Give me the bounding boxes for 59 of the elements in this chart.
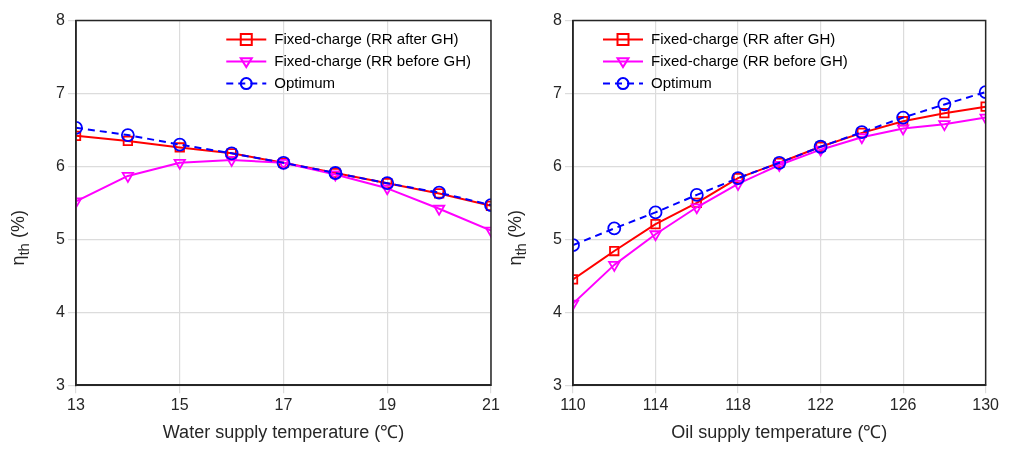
point — [649, 230, 662, 242]
point — [607, 221, 622, 236]
legend-label: Optimum — [651, 73, 712, 91]
legend-label: Fixed-charge (RR before GH) — [651, 51, 848, 69]
point — [122, 135, 134, 147]
x-tick-label: 21 — [482, 396, 500, 414]
point — [174, 142, 185, 153]
point — [897, 124, 910, 136]
y-tick-label: 4 — [56, 302, 66, 320]
point — [609, 245, 620, 257]
point — [897, 116, 909, 127]
legend-label: Fixed-charge (RR before GH) — [274, 51, 472, 69]
point — [731, 180, 745, 191]
x-tick-label: 15 — [170, 396, 189, 414]
point — [433, 204, 446, 216]
point — [120, 128, 135, 142]
y-tick-label: 6 — [553, 156, 563, 174]
y-tick-label: 3 — [553, 375, 563, 393]
x-tick-label: 17 — [274, 396, 293, 414]
point — [121, 172, 134, 183]
point — [938, 120, 951, 132]
x-tick-label: 114 — [642, 396, 669, 414]
y-tick-label: 6 — [56, 156, 66, 174]
point — [689, 187, 704, 202]
point — [773, 161, 786, 172]
point — [650, 218, 661, 230]
point — [855, 133, 868, 145]
x-tick-label: 126 — [889, 396, 917, 414]
x-tick-label: 19 — [378, 396, 397, 414]
x-axis-title: Water supply temperature (℃) — [162, 422, 405, 443]
y-tick-label: 3 — [56, 375, 66, 393]
x-tick-label: 130 — [972, 396, 1000, 414]
point — [814, 145, 827, 157]
y-tick-label: 7 — [56, 83, 66, 101]
y-tick-label: 8 — [553, 11, 563, 29]
y-tick-label: 8 — [56, 11, 66, 29]
y-tick-label: 5 — [56, 229, 66, 247]
point — [172, 137, 187, 152]
point — [648, 205, 663, 220]
legend-label: Fixed-charge (RR after GH) — [274, 29, 459, 47]
point — [173, 158, 186, 170]
point — [690, 203, 703, 215]
point — [225, 155, 238, 167]
point — [608, 260, 621, 272]
x-tick-label: 110 — [560, 396, 586, 414]
x-tick-label: 122 — [807, 396, 835, 414]
x-tick-label: 118 — [725, 396, 751, 414]
y-tick-label: 4 — [553, 302, 563, 320]
point — [939, 108, 950, 119]
legend-label: Fixed-charge (RR after GH) — [651, 29, 836, 47]
y-tick-label: 7 — [553, 83, 563, 101]
x-axis-title: Oil supply temperature (℃) — [671, 422, 888, 443]
point — [896, 110, 911, 125]
x-tick-label: 13 — [67, 396, 85, 414]
point — [937, 97, 952, 112]
y-tick-label: 5 — [553, 229, 563, 247]
point — [691, 197, 702, 209]
legend-label: Optimum — [274, 73, 336, 91]
point — [381, 184, 394, 196]
